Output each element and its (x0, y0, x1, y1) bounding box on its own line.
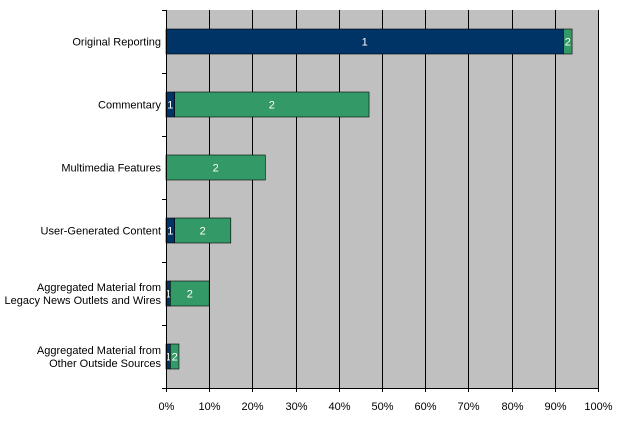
x-tick-label: 30% (285, 401, 307, 413)
data-label: 2 (269, 100, 275, 112)
x-tick-label: 100% (584, 401, 612, 413)
x-tick-label: 10% (198, 401, 220, 413)
data-label: 2 (565, 37, 571, 49)
x-tick-label: 50% (371, 401, 393, 413)
data-label: 1 (362, 37, 368, 49)
data-label: 1 (167, 100, 173, 112)
bar-segment-2 (174, 217, 232, 244)
bars: 1 21 221 21 21 2 (165, 28, 573, 370)
data-label: 1 (165, 289, 171, 301)
x-tick-label: 70% (457, 401, 479, 413)
data-label: 2 (213, 163, 219, 175)
category-label: User-Generated Content (41, 226, 161, 238)
data-label: 1 (165, 352, 171, 364)
category-label: Other Outside Sources (49, 358, 161, 370)
category-label: Aggregated Material from (37, 345, 161, 357)
bar-segment-2 (170, 343, 180, 370)
bar-segment-2 (174, 91, 370, 118)
bar-segment-2 (165, 154, 266, 181)
category-label: Original Reporting (72, 37, 161, 49)
bar-segment-2 (170, 280, 210, 307)
gridlines (209, 10, 599, 388)
category-label: Aggregated Material from (37, 282, 161, 294)
x-tick-label: 40% (328, 401, 350, 413)
data-label: 1 (167, 226, 173, 238)
category-label: Legacy News Outlets and Wires (4, 295, 161, 307)
axes (162, 10, 599, 392)
x-tick-labels: 0% 10% 20% 30% 40% 50% 60% 70% 80% 90% 100% (159, 401, 613, 413)
x-tick-label: 60% (414, 401, 436, 413)
x-tick-label: 80% (501, 401, 523, 413)
x-tick-label: 0% (159, 401, 175, 413)
x-tick-label: 90% (544, 401, 566, 413)
data-label: 2 (200, 226, 206, 238)
category-label: Commentary (98, 100, 161, 112)
category-label: Multimedia Features (61, 163, 161, 175)
bar-segment-1 (165, 28, 564, 55)
category-labels: Original Reporting Commentary Multimedia F… (4, 37, 161, 371)
data-label: 2 (172, 352, 178, 364)
data-label: 2 (187, 289, 193, 301)
x-tick-label: 20% (241, 401, 263, 413)
bar-segment-2 (563, 28, 573, 55)
